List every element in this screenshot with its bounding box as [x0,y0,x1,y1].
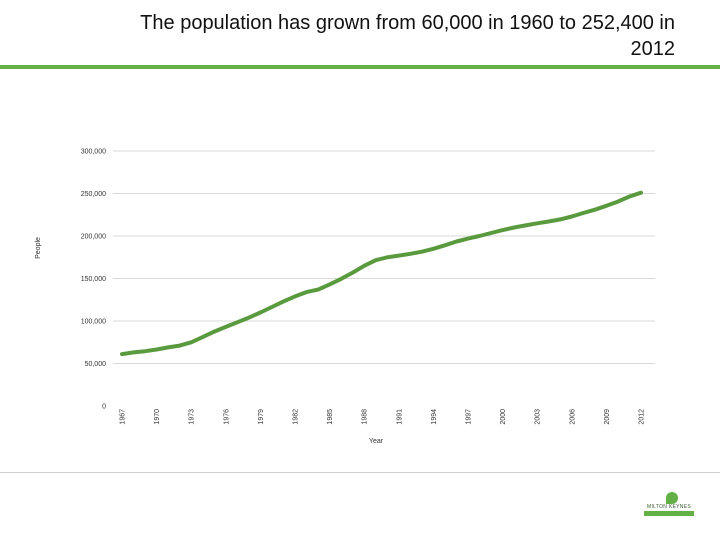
x-tick-labels: 1967 1970 1973 1976 1979 1982 1985 1988 1991 1994… [120,409,646,425]
x-tick-label: 1973 [189,409,196,425]
x-tick-label: 2012 [639,409,646,425]
x-tick-label: 2003 [535,409,542,425]
leaf-icon [666,492,678,504]
y-tick-label: 300,000 [81,149,106,156]
x-tick-label: 1967 [120,409,127,425]
header-band: The population has grown from 60,000 in … [0,0,720,69]
y-tick-label: 200,000 [81,234,106,241]
logo-bar [644,511,694,516]
y-tick-label: 250,000 [81,191,106,198]
x-tick-label: 1982 [293,409,300,425]
gridlines [113,150,655,364]
x-axis-label: Year [369,438,384,445]
slide-title: The population has grown from 60,000 in … [140,12,675,60]
x-tick-label: 2000 [500,409,507,425]
logo-name: MILTON KEYNES [646,504,691,510]
y-tick-label: 100,000 [81,319,106,326]
y-tick-labels: 0 50,000 100,000 150,000 200,000 250,000 300,0… [81,149,106,411]
population-series-line [120,190,643,357]
x-tick-label: 1994 [431,409,438,425]
x-tick-label: 1970 [154,409,161,425]
y-tick-label: 0 [102,404,106,411]
footer-divider [0,472,720,473]
milton-keynes-logo: MILTON KEYNES [642,492,696,518]
x-tick-label: 1976 [223,409,230,425]
x-tick-label: 2009 [604,409,611,425]
y-axis-label: People [35,237,42,259]
x-tick-label: 1988 [362,409,369,425]
y-tick-label: 50,000 [85,361,107,368]
x-tick-label: 1991 [396,409,403,425]
x-tick-label: 1979 [258,409,265,425]
x-tick-label: 1997 [466,409,473,425]
x-tick-label: 2006 [569,409,576,425]
y-tick-label: 150,000 [81,276,106,283]
x-tick-label: 1985 [327,409,334,425]
